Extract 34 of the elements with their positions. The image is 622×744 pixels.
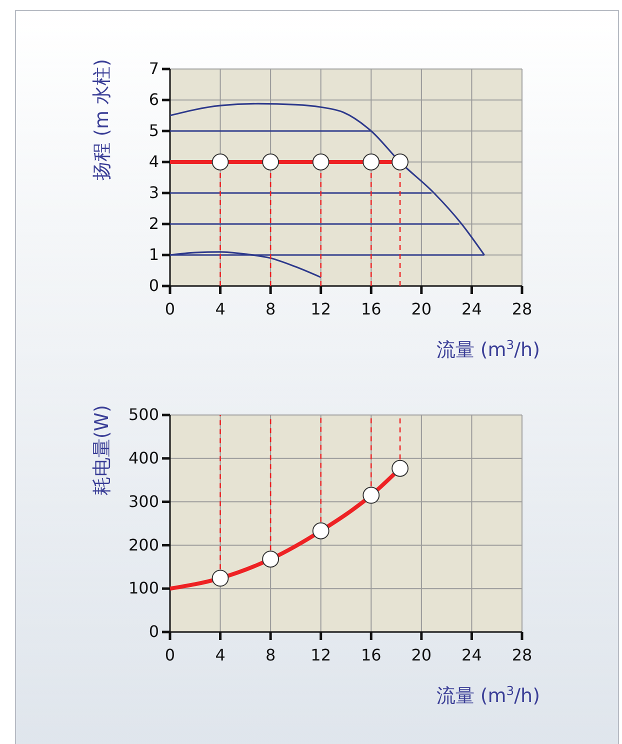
x-tick-label: 24 — [462, 300, 482, 319]
y-axis-title: 耗电量(W) — [91, 405, 113, 496]
y-tick-label: 200 — [128, 535, 159, 554]
x-tick-label: 24 — [462, 646, 482, 665]
y-tick-label: 5 — [148, 121, 159, 140]
x-tick-label: 0 — [164, 300, 176, 319]
x-tick-label: 28 — [512, 300, 532, 319]
x-tick-label: 8 — [265, 300, 276, 319]
y-tick-label: 6 — [148, 90, 159, 110]
x-tick-label: 20 — [411, 300, 432, 319]
x-tick-label: 4 — [215, 646, 226, 665]
x-axis-title: 流量 (m$^{3}$/h) — [436, 338, 540, 361]
x-tick-label: 12 — [310, 646, 332, 665]
x-tick-label: 0 — [164, 646, 176, 665]
x-tick-label: 4 — [215, 300, 226, 319]
y-tick-label: 1 — [148, 245, 159, 264]
x-axis-title: 流量 (m$^{3}$/h) — [436, 684, 540, 707]
x-tick-label: 28 — [512, 646, 532, 665]
y-tick-label: 500 — [128, 405, 159, 424]
y-tick-label: 100 — [128, 578, 159, 598]
y-tick-label: 3 — [148, 183, 159, 202]
y-tick-label: 300 — [128, 492, 159, 511]
x-tick-label: 20 — [411, 646, 432, 665]
y-tick-label: 2 — [148, 214, 159, 234]
y-axis-title: 扬程 (m 水柱) — [91, 59, 113, 180]
y-tick-label: 4 — [148, 152, 159, 172]
y-tick-label: 0 — [148, 622, 159, 642]
x-tick-label: 12 — [310, 300, 332, 319]
x-tick-label: 16 — [360, 300, 382, 319]
x-tick-label: 16 — [360, 646, 382, 665]
y-tick-label: 0 — [148, 276, 159, 296]
x-tick-label: 8 — [265, 646, 276, 665]
y-tick-label: 400 — [128, 448, 159, 468]
y-tick-label: 7 — [148, 59, 159, 78]
